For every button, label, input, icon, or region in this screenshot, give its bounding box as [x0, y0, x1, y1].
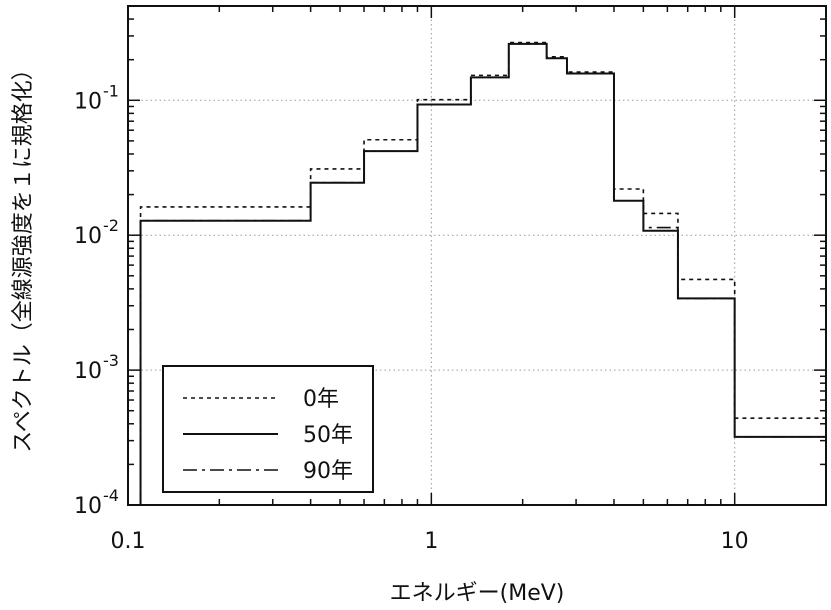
y-tick-exponent: -2: [103, 216, 119, 235]
grid-lines: [128, 6, 826, 505]
legend-label: 50年: [303, 423, 353, 448]
legend-box: [162, 365, 374, 493]
x-axis-title: エネルギー(MeV): [390, 581, 565, 606]
legend-label: 90年: [303, 459, 353, 484]
x-tick-label: 10: [721, 529, 749, 554]
series-lines: [139, 41, 826, 505]
axes: [127, 5, 827, 506]
y-axis-title: スペクトル（全線源強度を１に規格化）: [11, 58, 36, 452]
y-tick-label: 10: [74, 359, 102, 384]
legend: 0年 50年 90年: [162, 365, 374, 493]
y-tick-label: 10: [74, 494, 102, 519]
series-line-dotted: [139, 41, 826, 505]
series-line-dashdot: [139, 43, 826, 505]
y-tick-exponent: -1: [103, 81, 119, 100]
legend-label: 0年: [303, 387, 339, 412]
legend-items: 0年 50年 90年: [183, 387, 353, 484]
y-tick-label: 10: [74, 89, 102, 114]
x-tick-label: 1: [424, 529, 438, 554]
y-tick-exponent: -3: [103, 351, 119, 370]
x-tick-label: 0.1: [111, 529, 146, 554]
y-tick-label: 10: [74, 224, 102, 249]
y-tick-exponent: -4: [103, 486, 119, 505]
